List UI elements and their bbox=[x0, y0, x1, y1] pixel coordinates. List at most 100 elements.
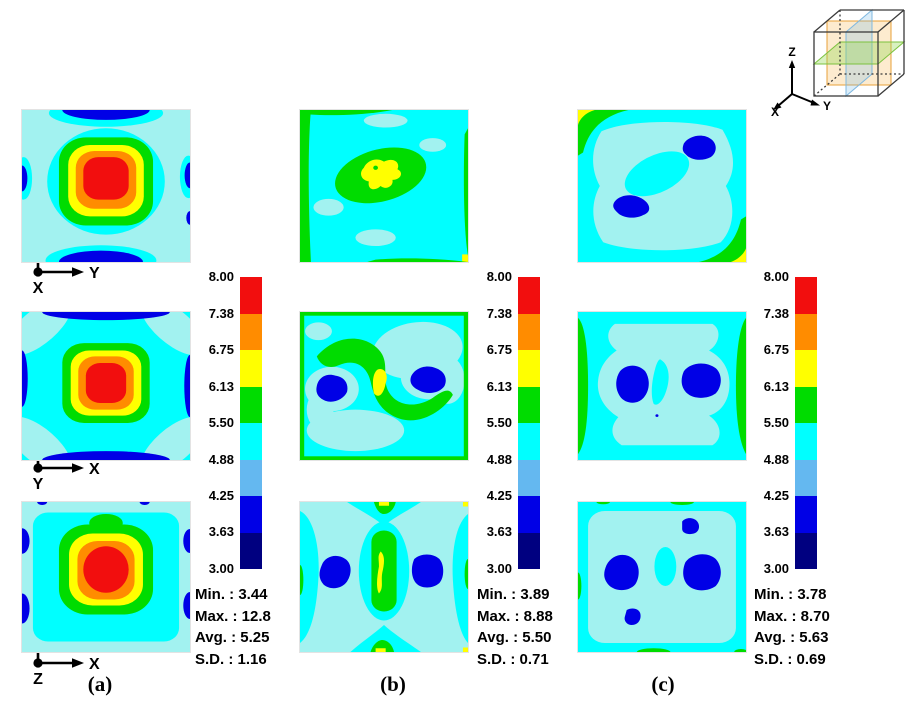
cube-edges bbox=[813, 9, 905, 97]
colorbar-tick: 7.38 bbox=[208, 306, 234, 321]
stats-block-a: Min. : 3.44 Max. : 12.8 Avg. : 5.25 S.D.… bbox=[195, 584, 271, 670]
colorbar-segment bbox=[240, 386, 262, 423]
colorbar-segment bbox=[795, 423, 817, 460]
colorbar-tick: 4.88 bbox=[763, 452, 789, 467]
contour-plot-a-yz bbox=[21, 109, 191, 263]
axis-horizontal-label: X bbox=[89, 656, 100, 673]
colorbar-tick: 8.00 bbox=[763, 269, 789, 284]
contour-plot-a-xz bbox=[21, 311, 191, 461]
colorbar-tick: 6.75 bbox=[208, 342, 234, 357]
colorbar-tick: 5.50 bbox=[208, 415, 234, 430]
colorbar-segment bbox=[795, 459, 817, 496]
colorbar-tick: 3.63 bbox=[763, 524, 789, 539]
colorbar-segment bbox=[795, 350, 817, 387]
axis-origin-dot bbox=[33, 658, 43, 668]
colorbar-a bbox=[240, 277, 262, 569]
colorbar-segment bbox=[795, 386, 817, 423]
stat-sd: S.D. : 0.69 bbox=[754, 650, 826, 668]
cube-x-label: X bbox=[771, 105, 779, 117]
stat-min: Min. : 3.78 bbox=[754, 586, 827, 603]
colorbar-tick: 6.13 bbox=[763, 379, 789, 394]
cube-z-label: Z bbox=[788, 45, 795, 59]
colorbar-tick: 6.75 bbox=[763, 342, 789, 357]
cube-y-arrowhead bbox=[810, 99, 820, 106]
colorbar-tick: 4.25 bbox=[763, 488, 789, 503]
contour-plot-a-xy bbox=[21, 501, 191, 653]
colorbar-tick: 8.00 bbox=[208, 269, 234, 284]
panel-label-c: (c) bbox=[651, 672, 675, 696]
axis-origin-label: Y bbox=[33, 476, 44, 493]
colorbar-segment bbox=[518, 277, 540, 314]
stat-min: Min. : 3.44 bbox=[195, 586, 268, 603]
cube-y-label: Y bbox=[823, 99, 831, 113]
axis-arrowhead-right bbox=[72, 463, 84, 473]
colorbar-segment bbox=[240, 532, 262, 569]
stat-sd: S.D. : 1.16 bbox=[195, 650, 267, 668]
colorbar-tick: 3.00 bbox=[208, 561, 234, 576]
colorbar-b bbox=[518, 277, 540, 569]
colorbar-tick: 5.50 bbox=[763, 415, 789, 430]
panel-label-b: (b) bbox=[380, 672, 406, 696]
colorbar-segment bbox=[518, 423, 540, 460]
contour-plot-c-xy bbox=[577, 501, 747, 653]
colorbar-segment bbox=[518, 350, 540, 387]
contour-plot-c-yz bbox=[577, 109, 747, 263]
colorbar-tick: 7.38 bbox=[486, 306, 512, 321]
colorbar-tick: 6.75 bbox=[486, 342, 512, 357]
colorbar-tick: 4.88 bbox=[486, 452, 512, 467]
panel-label-a: (a) bbox=[87, 672, 113, 696]
axis-origin-label: X bbox=[33, 280, 44, 297]
colorbar-segment bbox=[795, 532, 817, 569]
colorbar-segment bbox=[518, 496, 540, 533]
colorbar-c bbox=[795, 277, 817, 569]
colorbar-tick: 4.25 bbox=[486, 488, 512, 503]
stat-max: Max. : 8.70 bbox=[754, 607, 830, 625]
colorbar-segment bbox=[795, 496, 817, 533]
colorbar-segment bbox=[240, 277, 262, 314]
colorbar-tick: 8.00 bbox=[486, 269, 512, 284]
colorbar-segment bbox=[518, 386, 540, 423]
cube-z-arrowhead bbox=[788, 60, 796, 68]
axis-horizontal-label: Y bbox=[89, 265, 100, 282]
colorbar-segment bbox=[795, 277, 817, 314]
contour-plot-b-xz bbox=[299, 311, 469, 461]
axis-origin-dot bbox=[33, 463, 43, 473]
colorbar-tick: 3.63 bbox=[486, 524, 512, 539]
stat-avg: Avg. : 5.25 bbox=[195, 629, 270, 646]
stat-max: Max. : 12.8 bbox=[195, 607, 271, 625]
colorbar-segment bbox=[795, 313, 817, 350]
colorbar-segment bbox=[518, 313, 540, 350]
colorbar-tick: 3.00 bbox=[486, 561, 512, 576]
contour-plot-b-xy bbox=[299, 501, 469, 653]
cube-x-arrowhead bbox=[773, 102, 782, 110]
stat-sd: S.D. : 0.71 bbox=[477, 650, 549, 668]
stat-avg: Avg. : 5.50 bbox=[477, 629, 552, 646]
colorbar-segment bbox=[518, 532, 540, 569]
cube-orientation-inset: Z X Y bbox=[768, 2, 908, 117]
stat-max: Max. : 8.88 bbox=[477, 607, 553, 625]
contour-plot-b-yz bbox=[299, 109, 469, 263]
axis-origin-dot bbox=[33, 267, 43, 277]
axis-horizontal-label: X bbox=[89, 461, 100, 478]
stat-avg: Avg. : 5.63 bbox=[754, 629, 829, 646]
axis-arrowhead-right bbox=[72, 658, 84, 668]
colorbar-tick: 5.50 bbox=[486, 415, 512, 430]
colorbar-tick: 3.63 bbox=[208, 524, 234, 539]
stats-block-b: Min. : 3.89 Max. : 8.88 Avg. : 5.50 S.D.… bbox=[477, 584, 553, 670]
colorbar-segment bbox=[240, 459, 262, 496]
colorbar-segment bbox=[240, 350, 262, 387]
colorbar-tick: 6.13 bbox=[486, 379, 512, 394]
axis-origin-label: Z bbox=[33, 671, 43, 688]
cube-icon: Z X Y bbox=[771, 8, 906, 117]
colorbar-segment bbox=[240, 313, 262, 350]
colorbar-segment bbox=[518, 459, 540, 496]
colorbar-tick: 4.25 bbox=[208, 488, 234, 503]
colorbar-segment bbox=[240, 496, 262, 533]
colorbar-tick: 4.88 bbox=[208, 452, 234, 467]
colorbar-tick: 7.38 bbox=[763, 306, 789, 321]
colorbar-tick: 3.00 bbox=[763, 561, 789, 576]
cube-axis-triad bbox=[777, 66, 815, 107]
stats-block-c: Min. : 3.78 Max. : 8.70 Avg. : 5.63 S.D.… bbox=[754, 584, 830, 670]
colorbar-tick: 6.13 bbox=[208, 379, 234, 394]
